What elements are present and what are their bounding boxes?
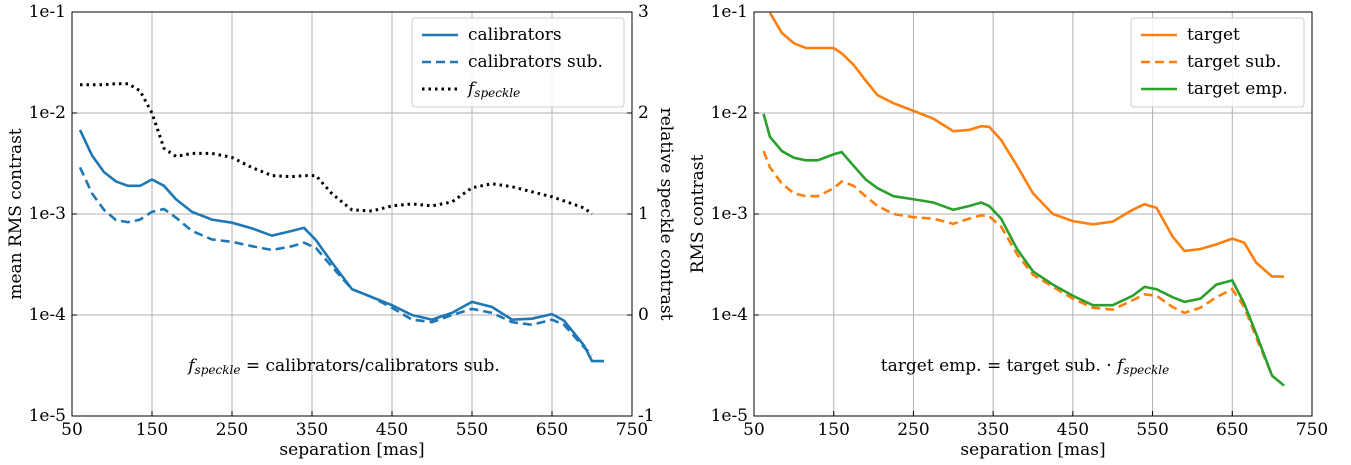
series-line	[78, 166, 593, 357]
y-tick-label: 1e-4	[29, 305, 66, 325]
x-tick-label: 150	[817, 420, 849, 440]
x-tick-label: 50	[743, 420, 765, 440]
legend-label: target emp.	[1187, 79, 1288, 99]
series-line	[80, 82, 593, 216]
x-axis-label: separation [mas]	[960, 440, 1105, 460]
x-tick-label: 650	[1216, 420, 1248, 440]
y-tick-label: 1e-2	[29, 103, 66, 123]
legend-label: calibrators sub.	[468, 52, 603, 72]
plot-frame	[753, 11, 1313, 417]
y-axis-label: RMS contrast	[688, 155, 708, 274]
series-line	[78, 129, 604, 363]
panel: 50 150 250 350 450 550 650 750 1e-1 1e-2 1e-3 1e-4 1…	[6, 2, 677, 460]
x-tick-label: 550	[456, 420, 488, 440]
y-tick-label: 1e-3	[29, 204, 66, 224]
series-line	[762, 113, 1285, 387]
series-line	[762, 150, 1274, 377]
annotation: fspeckle​ = calibrators/calibrators sub.	[186, 356, 500, 377]
x-tick-label: 750	[1296, 420, 1328, 440]
plot-frame	[71, 11, 633, 417]
panel: 50 150 250 350 450 550 650 750 1e-1 1e-2 1e-3 1e-4 1…	[688, 2, 1329, 460]
x-tick-label: 350	[296, 420, 328, 440]
y-tick-label: 1e-5	[711, 406, 748, 426]
legend: calibrators calibrators sub. fspeckle​	[411, 17, 625, 108]
y-tick-label: 1e-2	[711, 103, 748, 123]
x-tick-label: 450	[1057, 420, 1089, 440]
y2-tick-label: 1	[638, 204, 649, 224]
legend-label: calibrators	[468, 25, 562, 45]
y-tick-label: 1e-5	[29, 406, 66, 426]
x-tick-label: 50	[61, 420, 83, 440]
x-tick-label: 750	[616, 420, 648, 440]
x-tick-label: 450	[376, 420, 408, 440]
legend: target target sub. target emp.	[1130, 17, 1305, 108]
legend-label: target	[1187, 25, 1240, 45]
legend-box	[1130, 17, 1305, 108]
y2-tick-label: -1	[638, 406, 655, 426]
y-tick-label: 1e-3	[711, 204, 748, 224]
y2-axis-label: relative speckle contrast	[657, 108, 677, 321]
x-tick-label: 150	[136, 420, 168, 440]
y2-tick-label: 0	[638, 305, 649, 325]
legend-box	[411, 17, 625, 108]
y-tick-label: 1e-4	[711, 305, 748, 325]
y-tick-label: 1e-1	[711, 2, 748, 22]
y-axis-label: mean RMS contrast	[6, 128, 26, 299]
series-line	[768, 12, 1285, 278]
y2-tick-label: 3	[638, 2, 649, 22]
x-tick-label: 250	[216, 420, 248, 440]
x-tick-label: 250	[897, 420, 929, 440]
legend-label: target sub.	[1187, 52, 1281, 72]
y2-tick-label: 2	[638, 103, 649, 123]
x-tick-label: 350	[977, 420, 1009, 440]
legend-label: fspeckle​	[466, 79, 520, 100]
x-tick-label: 550	[1136, 420, 1168, 440]
plot-lines	[762, 12, 1285, 387]
x-tick-label: 650	[536, 420, 568, 440]
x-axis-label: separation [mas]	[279, 440, 424, 460]
y-tick-label: 1e-1	[29, 2, 66, 22]
annotation: target emp. = target sub. · fspeckle​	[881, 356, 1169, 377]
plot-lines	[78, 82, 604, 363]
